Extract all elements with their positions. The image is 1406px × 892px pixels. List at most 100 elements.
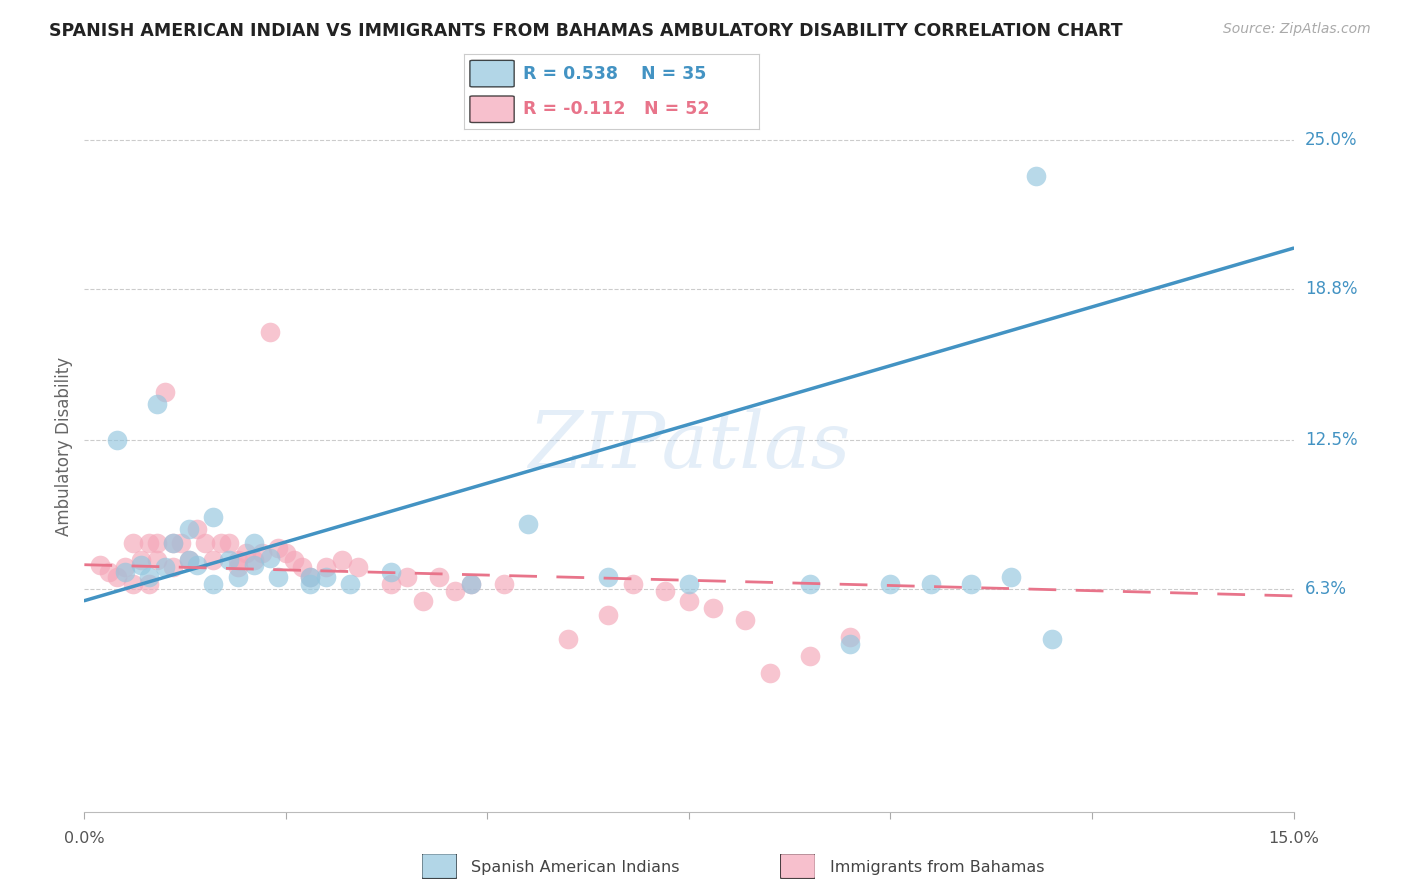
Point bbox=[412, 593, 434, 607]
Point bbox=[734, 613, 756, 627]
Text: ZIPatlas: ZIPatlas bbox=[527, 408, 851, 484]
Y-axis label: Ambulatory Disability: Ambulatory Disability bbox=[55, 357, 73, 535]
Point bbox=[654, 584, 676, 599]
Point bbox=[179, 522, 201, 536]
Point bbox=[146, 397, 169, 411]
Point bbox=[557, 632, 579, 646]
Point bbox=[138, 577, 160, 591]
Point bbox=[129, 558, 152, 572]
Point bbox=[380, 565, 402, 579]
Point bbox=[299, 570, 322, 584]
Point bbox=[89, 558, 111, 572]
Point bbox=[146, 536, 169, 550]
Point bbox=[839, 637, 862, 651]
Point bbox=[1000, 570, 1022, 584]
Point bbox=[105, 570, 128, 584]
Point bbox=[1040, 632, 1063, 646]
Point bbox=[315, 560, 337, 574]
Point bbox=[162, 536, 184, 550]
Point bbox=[330, 553, 353, 567]
Point bbox=[799, 577, 821, 591]
Point bbox=[315, 570, 337, 584]
Point bbox=[218, 536, 240, 550]
Point bbox=[138, 570, 160, 584]
Point bbox=[170, 536, 193, 550]
Text: 15.0%: 15.0% bbox=[1268, 831, 1319, 846]
Point bbox=[460, 577, 482, 591]
Text: 0.0%: 0.0% bbox=[65, 831, 104, 846]
Point bbox=[129, 553, 152, 567]
Point bbox=[427, 570, 450, 584]
Point bbox=[162, 536, 184, 550]
FancyBboxPatch shape bbox=[780, 854, 815, 879]
Point bbox=[347, 560, 370, 574]
Point bbox=[259, 325, 281, 339]
Point bbox=[114, 560, 136, 574]
Point bbox=[879, 577, 901, 591]
Point bbox=[395, 570, 418, 584]
Point bbox=[274, 546, 297, 560]
Text: Immigrants from Bahamas: Immigrants from Bahamas bbox=[830, 860, 1045, 874]
Point bbox=[1025, 169, 1047, 184]
Point bbox=[920, 577, 942, 591]
Text: SPANISH AMERICAN INDIAN VS IMMIGRANTS FROM BAHAMAS AMBULATORY DISABILITY CORRELA: SPANISH AMERICAN INDIAN VS IMMIGRANTS FR… bbox=[49, 22, 1123, 40]
Point bbox=[283, 553, 305, 567]
Point bbox=[598, 608, 620, 623]
Point bbox=[259, 550, 281, 565]
Point bbox=[209, 536, 232, 550]
Text: Spanish American Indians: Spanish American Indians bbox=[471, 860, 679, 874]
Point bbox=[242, 553, 264, 567]
Point bbox=[153, 385, 176, 400]
Point bbox=[242, 536, 264, 550]
Point bbox=[678, 577, 700, 591]
Point bbox=[380, 577, 402, 591]
Point bbox=[758, 665, 780, 680]
Point bbox=[267, 541, 290, 555]
Point bbox=[153, 560, 176, 574]
Point bbox=[291, 560, 314, 574]
Text: 12.5%: 12.5% bbox=[1305, 431, 1357, 449]
Point bbox=[226, 570, 249, 584]
Point bbox=[226, 560, 249, 574]
Text: R = 0.538: R = 0.538 bbox=[523, 65, 619, 83]
Text: N = 35: N = 35 bbox=[641, 65, 706, 83]
Point bbox=[179, 553, 201, 567]
Text: Source: ZipAtlas.com: Source: ZipAtlas.com bbox=[1223, 22, 1371, 37]
Point bbox=[242, 558, 264, 572]
Text: R = -0.112: R = -0.112 bbox=[523, 100, 626, 118]
Point bbox=[121, 536, 143, 550]
Point bbox=[250, 546, 273, 560]
Point bbox=[799, 648, 821, 663]
Point bbox=[460, 577, 482, 591]
Point bbox=[186, 522, 208, 536]
FancyBboxPatch shape bbox=[470, 61, 515, 87]
Point bbox=[218, 553, 240, 567]
Point bbox=[121, 577, 143, 591]
Point bbox=[146, 553, 169, 567]
Point bbox=[598, 570, 620, 584]
Point bbox=[678, 593, 700, 607]
Point bbox=[839, 630, 862, 644]
Point bbox=[235, 546, 257, 560]
Point bbox=[621, 577, 644, 591]
Point bbox=[179, 553, 201, 567]
Point bbox=[702, 600, 724, 615]
Point bbox=[114, 565, 136, 579]
Point bbox=[105, 433, 128, 447]
Text: 18.8%: 18.8% bbox=[1305, 280, 1357, 298]
Point bbox=[339, 577, 361, 591]
Point bbox=[97, 565, 120, 579]
Point bbox=[299, 570, 322, 584]
Point bbox=[516, 516, 538, 531]
Point bbox=[960, 577, 983, 591]
Text: 25.0%: 25.0% bbox=[1305, 131, 1357, 149]
Point bbox=[444, 584, 467, 599]
Point bbox=[267, 570, 290, 584]
Point bbox=[226, 553, 249, 567]
Point bbox=[299, 577, 322, 591]
FancyBboxPatch shape bbox=[422, 854, 457, 879]
Point bbox=[202, 577, 225, 591]
Point bbox=[202, 509, 225, 524]
FancyBboxPatch shape bbox=[470, 96, 515, 122]
Point bbox=[138, 536, 160, 550]
